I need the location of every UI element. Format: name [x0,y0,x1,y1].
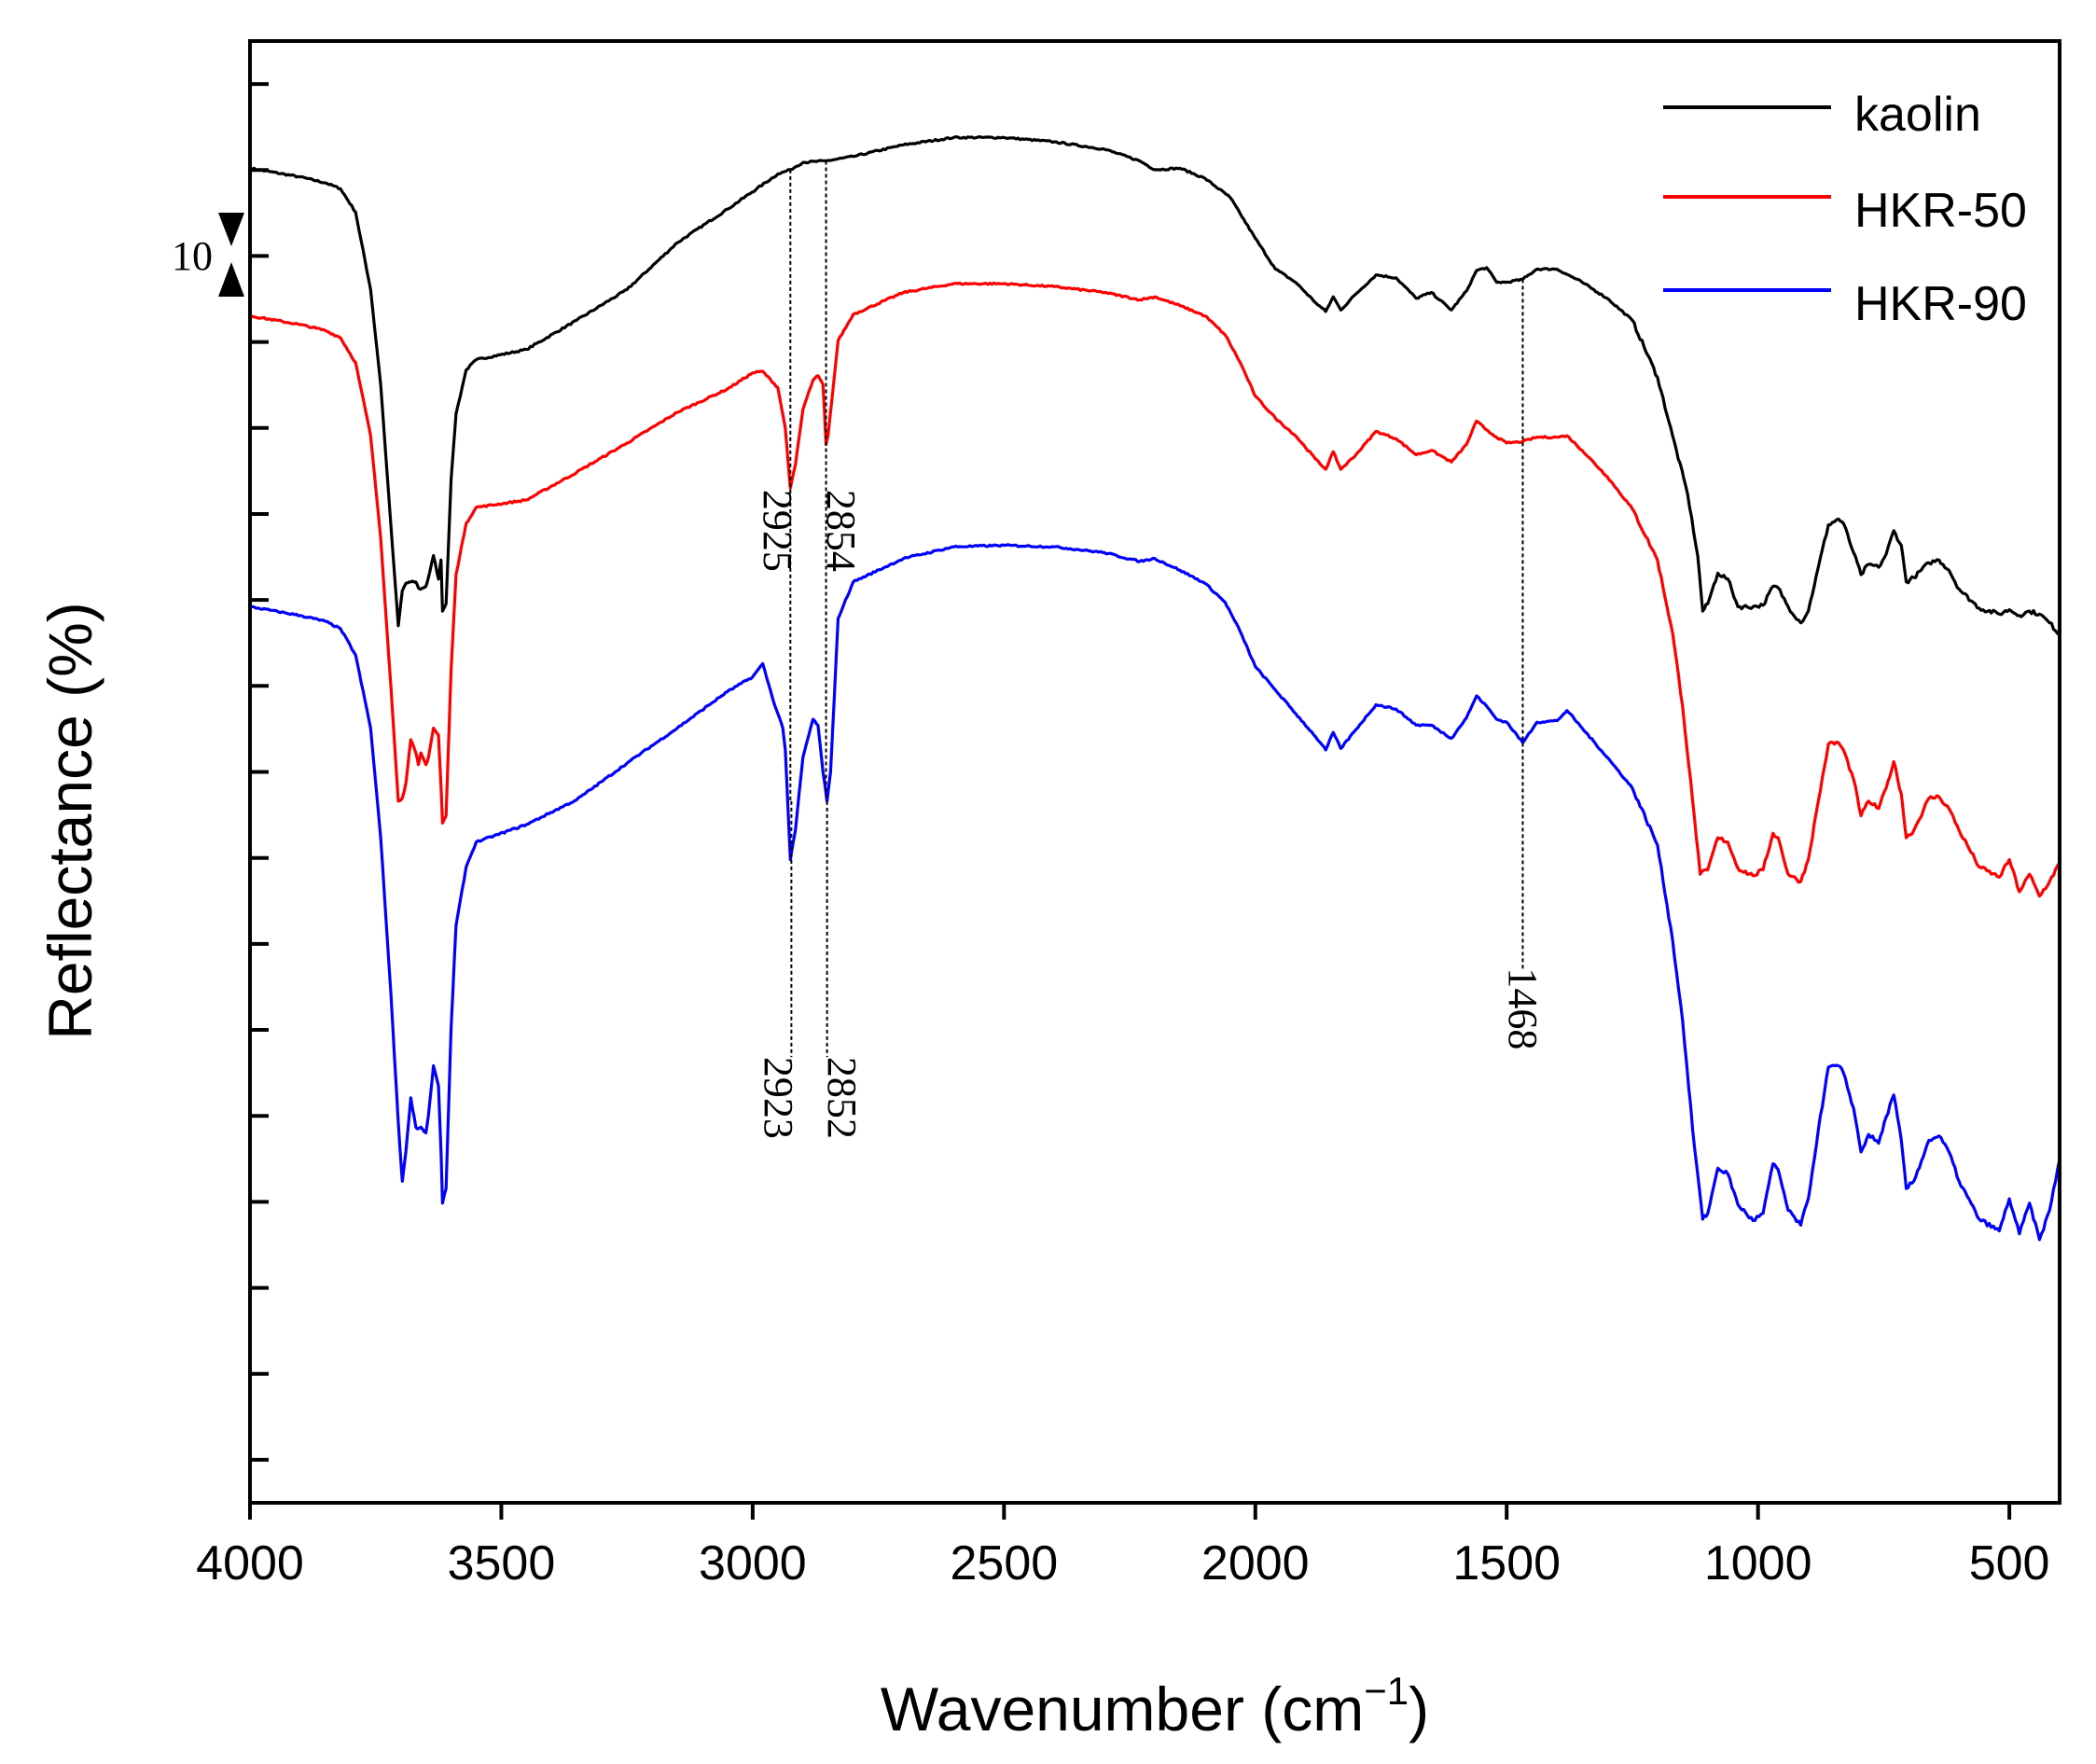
y-axis-title: Reflectance (%) [35,602,104,1040]
x-axis-ticks: 4000 3500 3000 2500 2000 1500 1000 500 [196,1503,2049,1590]
legend-label-hkr50: HKR-50 [1854,184,2027,238]
x-tick-label-4000: 4000 [196,1536,304,1590]
scale-bar-arrow-top [218,213,244,246]
x-tick-label-3500: 3500 [448,1536,556,1590]
legend: kaolin HKR-50 HKR-90 [1663,88,2027,331]
series-line-kaolin [249,135,2061,636]
x-tick-label-1500: 1500 [1452,1536,1561,1590]
x-tick-label-2500: 2500 [950,1536,1058,1590]
series-line-hkr50 [249,281,2061,898]
scale-bar-arrow-bottom [218,262,244,297]
y-axis-ticks [250,82,269,1462]
x-axis-title-close: ) [1409,1674,1429,1743]
x-axis-title-main: Wavenumber (cm [881,1674,1364,1743]
annotation-label-2925: 2925 [755,490,800,572]
annotation-label-1468: 1468 [1500,967,1546,1049]
annotation-layer: 2925 2854 2923 2852 1468 [755,160,1546,1139]
series-layer [249,135,2061,1242]
scale-bar: 10 [172,213,244,297]
legend-label-hkr90: HKR-90 [1854,277,2027,331]
annotation-label-2854: 2854 [818,490,864,572]
x-tick-label-3000: 3000 [699,1536,807,1590]
x-axis-title: Wavenumber (cm−1) [881,1669,1429,1743]
x-tick-label-500: 500 [1969,1536,2050,1590]
legend-label-kaolin: kaolin [1854,88,1981,142]
x-tick-label-1000: 1000 [1704,1536,1812,1590]
scale-bar-label: 10 [172,233,213,279]
x-axis-title-superscript: −1 [1364,1669,1409,1713]
series-line-hkr90 [249,543,2061,1242]
x-tick-label-2000: 2000 [1201,1536,1310,1590]
annotation-label-2852: 2852 [819,1057,865,1139]
annotation-label-2923: 2923 [756,1057,801,1139]
